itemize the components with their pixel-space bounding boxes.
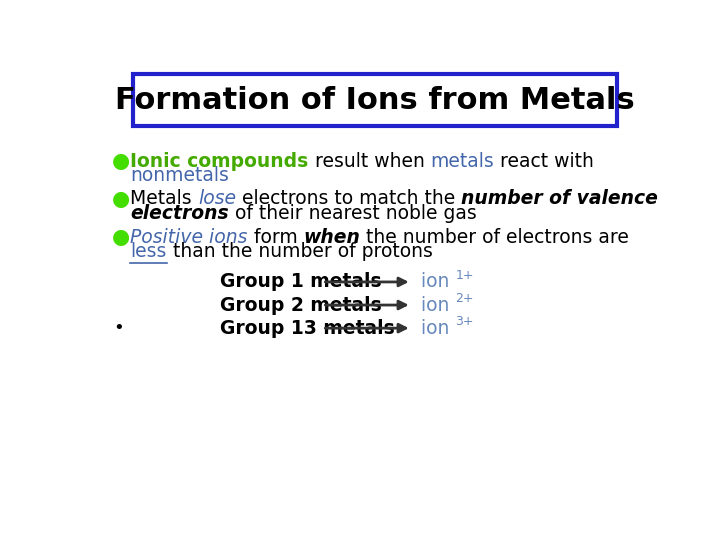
Text: react with: react with xyxy=(494,152,594,171)
Text: less: less xyxy=(130,242,166,261)
Text: 2+: 2+ xyxy=(455,292,474,306)
Text: when: when xyxy=(303,228,360,247)
Text: ●: ● xyxy=(112,189,130,209)
Text: ion: ion xyxy=(421,273,455,292)
Text: Group 2 metals: Group 2 metals xyxy=(220,295,382,314)
Text: metals: metals xyxy=(431,152,494,171)
Text: ion: ion xyxy=(421,319,455,338)
Text: than the number of protons: than the number of protons xyxy=(166,242,433,261)
Text: ●: ● xyxy=(112,151,130,171)
Text: of their nearest noble gas: of their nearest noble gas xyxy=(229,204,477,223)
Text: Group 1 metals: Group 1 metals xyxy=(220,273,382,292)
FancyBboxPatch shape xyxy=(132,74,617,126)
Text: lose: lose xyxy=(198,190,236,208)
Text: Ionic compounds: Ionic compounds xyxy=(130,152,309,171)
Text: result when: result when xyxy=(309,152,431,171)
Text: 3+: 3+ xyxy=(455,315,474,328)
Text: electrons: electrons xyxy=(130,204,229,223)
Text: electrons to match the: electrons to match the xyxy=(236,190,462,208)
Text: ion: ion xyxy=(421,295,455,314)
Text: •: • xyxy=(113,319,124,337)
Text: Formation of Ions from Metals: Formation of Ions from Metals xyxy=(115,86,635,114)
Text: the number of electrons are: the number of electrons are xyxy=(360,228,629,247)
Text: number of valence: number of valence xyxy=(462,190,658,208)
Text: 1+: 1+ xyxy=(455,269,474,282)
Text: Positive ions: Positive ions xyxy=(130,228,248,247)
Text: ●: ● xyxy=(112,227,130,247)
Text: nonmetals: nonmetals xyxy=(130,166,229,185)
Text: form: form xyxy=(248,228,303,247)
Text: Group 13 metals: Group 13 metals xyxy=(220,319,395,338)
Text: Metals: Metals xyxy=(130,190,198,208)
